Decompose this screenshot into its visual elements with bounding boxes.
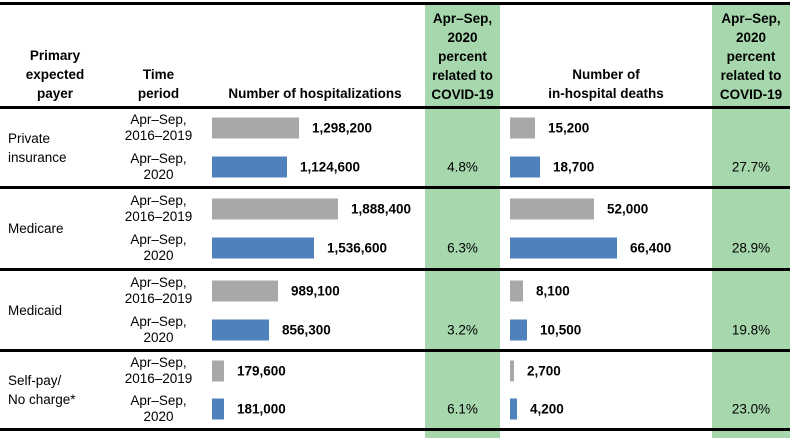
deaths-bar	[510, 237, 617, 259]
table-row: Self-pay/ No charge* Apr–Sep, 2016–2019 …	[0, 352, 794, 428]
sub-row-baseline: Apr–Sep, 2016–2019 179,600 2,700	[0, 352, 794, 390]
deaths-value: 15,200	[548, 120, 590, 136]
deaths-bar	[510, 319, 527, 340]
table-row: Medicaid Apr–Sep, 2016–2019 989,100 8,10…	[0, 271, 794, 349]
payer-label: Self-pay/ No charge*	[8, 373, 76, 407]
hospitalizations-covid-percent: 6.3%	[447, 240, 478, 256]
time-period-label: Apr–Sep, 2020	[130, 313, 187, 345]
hospitalizations-bar	[212, 237, 314, 259]
header-covid-percent-hosp: Apr–Sep, 2020 percent related to COVID-1…	[431, 11, 494, 102]
hospitalizations-value: 1,298,200	[312, 120, 373, 136]
deaths-covid-percent: 27.7%	[731, 159, 771, 175]
hospitalizations-bar	[212, 319, 269, 340]
header-covid-percent-deaths: Apr–Sep, 2020 percent related to COVID-1…	[719, 11, 783, 102]
divider-line-1	[0, 186, 790, 189]
deaths-value: 8,100	[536, 283, 570, 298]
deaths-value: 18,700	[553, 159, 595, 175]
hospitalizations-covid-percent: 6.1%	[447, 401, 478, 417]
hospitalizations-value: 179,600	[237, 363, 286, 379]
time-period-label: Apr–Sep, 2016–2019	[124, 274, 193, 306]
header-deaths: Number of in-hospital deaths	[548, 67, 664, 101]
payer-label: Medicaid	[8, 302, 63, 318]
sub-row-baseline: Apr–Sep, 2016–2019 989,100 8,100	[0, 271, 794, 310]
time-period-label: Apr–Sep, 2020	[130, 150, 187, 182]
deaths-bar	[510, 156, 540, 178]
deaths-covid-percent: 19.8%	[731, 322, 771, 337]
hospitalizations-bar	[212, 117, 299, 139]
header-hospitalizations: Number of hospitalizations	[228, 86, 402, 101]
time-period-label: Apr–Sep, 2020	[130, 393, 187, 424]
sub-row-2020: Apr–Sep, 2020 1,536,600 66,400 6.3% 28.9…	[0, 229, 794, 269]
payer-label: Private insurance	[8, 130, 67, 165]
deaths-bar	[510, 280, 523, 301]
hospitalizations-bar	[212, 398, 224, 420]
time-period-label: Apr–Sep, 2020	[130, 232, 187, 264]
hospitalizations-bar	[212, 198, 338, 220]
hospitalizations-value: 1,888,400	[351, 201, 412, 217]
divider-line-top	[0, 2, 790, 5]
deaths-value: 66,400	[630, 240, 672, 256]
hospitalizations-value: 989,100	[291, 283, 340, 298]
deaths-bar	[510, 360, 514, 382]
covid-percent-deaths-column-background	[712, 5, 790, 438]
hospitalizations-covid-percent: 3.2%	[447, 322, 478, 337]
deaths-bar	[510, 398, 517, 420]
deaths-value: 4,200	[530, 401, 564, 417]
sub-row-2020: Apr–Sep, 2020 856,300 10,500 3.2% 19.8%	[0, 310, 794, 349]
deaths-covid-percent: 23.0%	[731, 401, 771, 417]
sub-row-2020: Apr–Sep, 2020 181,000 4,200 6.1% 23.0%	[0, 390, 794, 428]
hospitalizations-value: 181,000	[237, 401, 286, 417]
sub-row-2020: Apr–Sep, 2020 1,124,600 18,700 4.8% 27.7…	[0, 148, 794, 187]
time-period-label: Apr–Sep, 2016–2019	[124, 112, 193, 144]
divider-line-2	[0, 268, 790, 271]
payer-label: Medicare	[8, 221, 64, 236]
hospitalizations-covid-percent: 4.8%	[447, 159, 478, 175]
deaths-value: 2,700	[527, 363, 561, 379]
table-row: Private insurance Apr–Sep, 2016–2019 1,2…	[0, 109, 794, 186]
hospitalizations-bar	[212, 280, 278, 301]
covid-percent-hosp-column-background	[425, 5, 500, 438]
divider-line-header	[0, 106, 790, 109]
deaths-covid-percent: 28.9%	[731, 240, 771, 256]
hospitalizations-bar	[212, 156, 287, 178]
divider-line-bottom	[0, 428, 790, 431]
table-row: Medicare Apr–Sep, 2016–2019 1,888,400 52…	[0, 189, 794, 268]
divider-line-3	[0, 349, 790, 352]
deaths-value: 52,000	[607, 201, 649, 217]
header-time-period: Time period	[137, 67, 180, 101]
deaths-value: 10,500	[540, 322, 582, 337]
deaths-bar	[510, 198, 594, 220]
time-period-label: Apr–Sep, 2016–2019	[124, 355, 193, 386]
hospitalizations-value: 856,300	[282, 322, 331, 337]
time-period-label: Apr–Sep, 2016–2019	[124, 192, 193, 224]
deaths-bar	[510, 117, 535, 139]
hospitalizations-bar	[212, 360, 224, 382]
hospitalizations-value: 1,536,600	[327, 240, 388, 256]
sub-row-baseline: Apr–Sep, 2016–2019 1,888,400 52,000	[0, 189, 794, 229]
hospitalizations-value: 1,124,600	[300, 159, 361, 175]
sub-row-baseline: Apr–Sep, 2016–2019 1,298,200 15,200	[0, 109, 794, 148]
header-payer: Primary expected payer	[25, 48, 85, 101]
